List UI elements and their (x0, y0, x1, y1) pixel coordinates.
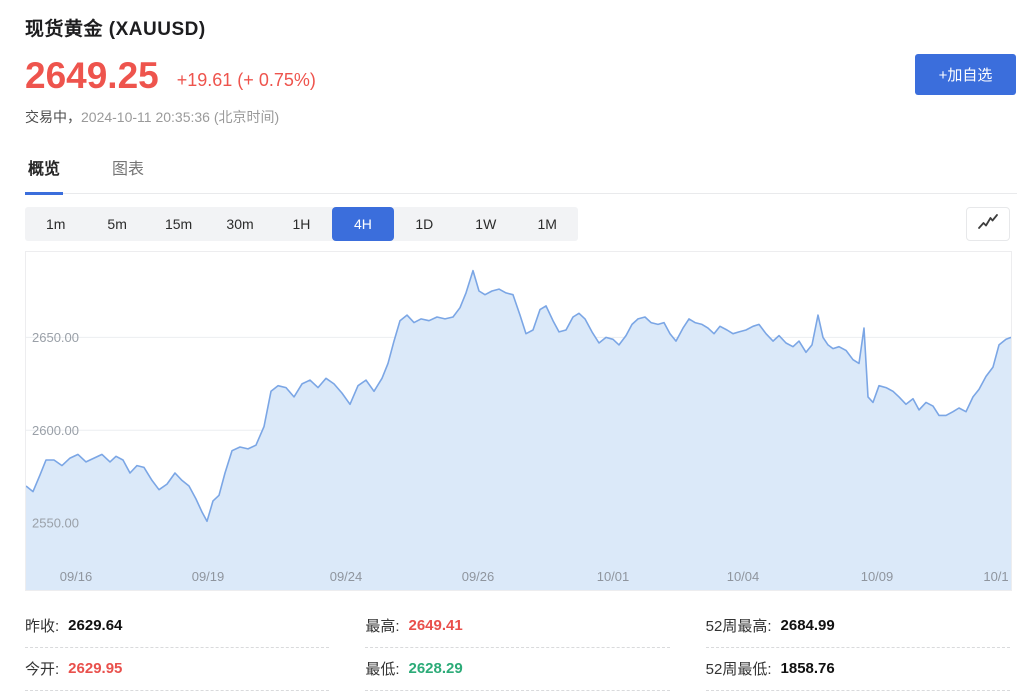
stat-value: 2684.99 (780, 617, 835, 634)
price-chart[interactable]: 2650.00 2600.00 2550.00 09/16 09/19 09/24 09/2… (25, 251, 1012, 591)
svg-text:10/09: 10/09 (861, 569, 894, 584)
stat-row: 今开: 2629.95 (25, 648, 330, 691)
trading-status: 交易中， (25, 109, 81, 125)
timeframe-button[interactable]: 15m (148, 207, 209, 241)
timeframe-label: 1m (45, 216, 66, 232)
svg-text:09/24: 09/24 (330, 569, 363, 584)
stat-label: 52周最低: (705, 661, 772, 678)
timeframe-label: 1D (415, 216, 434, 232)
stat-row: 最高: 2649.41 (365, 605, 670, 648)
timeframe-button[interactable]: 1m (25, 207, 86, 241)
price-row: 2649.25 +19.61 (+ 0.75%) (25, 57, 1024, 95)
stat-row: 最低: 2628.29 (365, 648, 670, 691)
timeframe-label: 1W (475, 216, 497, 232)
timeframe-button[interactable]: 4H (332, 207, 394, 241)
svg-text:2550.00: 2550.00 (32, 516, 79, 531)
timeframe-label: 1M (537, 216, 557, 232)
add-watchlist-button[interactable]: +加自选 (915, 54, 1016, 95)
chart-toolbar: 1m 5m 15m 30m 1H 4H (25, 207, 1010, 241)
tab-label: 图表 (112, 161, 145, 178)
stat-value: 2629.95 (68, 660, 123, 677)
stat-label: 最低: (365, 661, 400, 678)
stats-grid: 昨收: 2629.64 今开: 2629.95 最高: 2649.41 最低: … (25, 605, 1010, 691)
timeframe-button[interactable]: 5m (86, 207, 147, 241)
stat-row: 52周最低: 1858.76 (705, 648, 1010, 691)
timeframe-button[interactable]: 1W (455, 207, 516, 241)
svg-text:09/16: 09/16 (60, 569, 93, 584)
page-title: 现货黄金 (XAUUSD) (25, 19, 206, 40)
stat-label: 今开: (25, 661, 60, 678)
chart-type-button[interactable] (966, 207, 1010, 241)
quote-timestamp: 2024-10-11 20:35:36 (北京时间) (81, 109, 280, 125)
timeframe-button[interactable]: 30m (209, 207, 270, 241)
tab-label: 概览 (28, 161, 61, 178)
timeframe-button[interactable]: 1H (271, 207, 332, 241)
svg-text:09/19: 09/19 (192, 569, 225, 584)
timeframe-button[interactable]: 1D (394, 207, 455, 241)
timeframe-label: 30m (226, 216, 254, 232)
stat-row: 52周最高: 2684.99 (705, 605, 1010, 648)
timeframe-button[interactable]: 1M (517, 207, 578, 241)
stat-value: 2628.29 (408, 660, 463, 677)
stat-row: 昨收: 2629.64 (25, 605, 330, 648)
timeframe-label: 4H (353, 216, 372, 232)
trading-status-row: 交易中，2024-10-11 20:35:36 (北京时间) (25, 107, 1024, 127)
timeframe-group: 1m 5m 15m 30m 1H 4H (25, 207, 578, 241)
timeframe-label: 5m (107, 216, 127, 232)
tab[interactable]: 概览 (25, 155, 64, 195)
stat-label: 52周最高: (705, 618, 772, 635)
stat-label: 最高: (365, 618, 400, 635)
price-chart-svg: 2650.00 2600.00 2550.00 09/16 09/19 09/24 09/2… (26, 269, 1011, 590)
svg-text:09/26: 09/26 (462, 569, 495, 584)
timeframe-label: 1H (292, 216, 311, 232)
svg-text:10/1: 10/1 (983, 569, 1008, 584)
tab[interactable]: 图表 (109, 155, 147, 195)
timeframe-label: 15m (164, 216, 193, 232)
stat-value: 2649.41 (408, 617, 463, 634)
line-chart-icon (976, 212, 1000, 237)
price-change: +19.61 (+ 0.75%) (176, 70, 316, 90)
tab-bar: 概览 图表 (25, 155, 1017, 195)
stat-value: 2629.64 (68, 617, 123, 634)
stat-value: 1858.76 (780, 660, 835, 677)
current-price: 2649.25 (25, 55, 159, 96)
stat-label: 昨收: (25, 618, 60, 635)
svg-text:2650.00: 2650.00 (32, 330, 79, 345)
svg-text:2600.00: 2600.00 (32, 423, 79, 438)
svg-text:10/04: 10/04 (727, 569, 760, 584)
svg-text:10/01: 10/01 (597, 569, 630, 584)
